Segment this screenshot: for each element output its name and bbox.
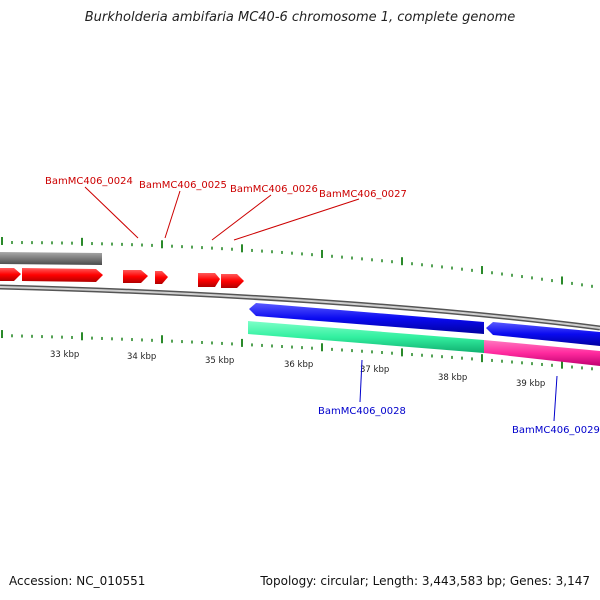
gene-arrow-0026[interactable] (198, 273, 220, 287)
leader-line-0025 (164, 190, 181, 239)
ruler-label-38kbp: 38 kbp (438, 373, 467, 383)
lower-tick-row (1, 330, 593, 371)
gene-arrow-left-b[interactable] (22, 268, 103, 282)
gene-label-0024[interactable]: BamMC406_0024 (45, 176, 133, 187)
gene-arrow-0024[interactable] (123, 270, 148, 283)
gene-arrow-left-a[interactable] (0, 268, 21, 281)
upper-tick-row (1, 237, 593, 288)
leader-line-0026 (211, 194, 272, 241)
ruler-label-39kbp: 39 kbp (516, 379, 545, 389)
leader-line-0024 (84, 186, 139, 239)
gene-label-0028[interactable]: BamMC406_0028 (318, 406, 406, 417)
gene-arrow-0029[interactable] (486, 322, 600, 346)
teal-feature-bar[interactable] (248, 321, 484, 353)
magenta-feature-bar[interactable] (484, 340, 600, 366)
ruler-label-33kbp: 33 kbp (50, 350, 79, 360)
gene-arrow-0025[interactable] (155, 271, 168, 284)
ruler-label-34kbp: 34 kbp (127, 352, 156, 362)
map-title: Burkholderia ambifaria MC40-6 chromosome… (84, 10, 516, 25)
ruler-label-35kbp: 35 kbp (205, 356, 234, 366)
gene-label-0029[interactable]: BamMC406_0029 (512, 425, 600, 436)
gray-track-segment (0, 252, 102, 265)
gene-arrow-0028[interactable] (249, 303, 484, 334)
leader-line-0029 (553, 375, 558, 422)
ruler-label-36kbp: 36 kbp (284, 360, 313, 370)
leader-line-0028 (359, 359, 363, 403)
backbone-line-highlight (0, 286, 600, 329)
accession-text: Accession: NC_010551 (9, 574, 146, 588)
gene-label-0027[interactable]: BamMC406_0027 (319, 189, 407, 200)
gene-label-0025[interactable]: BamMC406_0025 (139, 180, 227, 191)
leader-line-0027 (233, 198, 360, 241)
gene-arrow-0027[interactable] (221, 274, 244, 288)
gene-label-0026[interactable]: BamMC406_0026 (230, 184, 318, 195)
ruler-label-37kbp: 37 kbp (360, 365, 389, 375)
genome-summary-text: Topology: circular; Length: 3,443,583 bp… (260, 574, 590, 588)
